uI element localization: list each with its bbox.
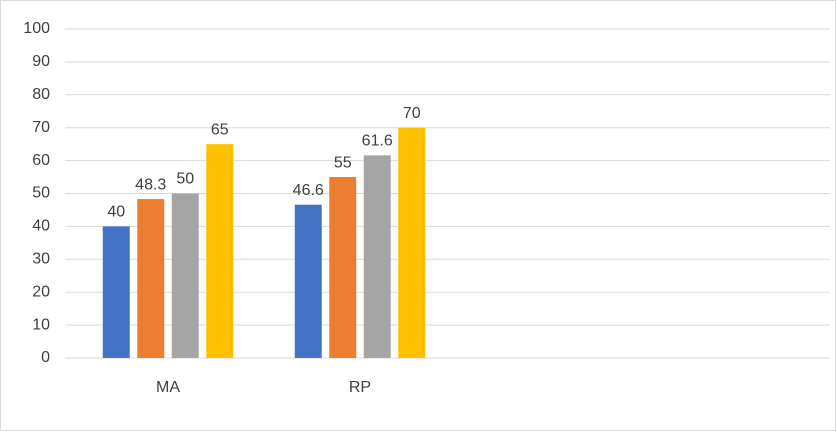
data-label: 65	[211, 121, 229, 138]
bar	[329, 177, 357, 358]
y-tick-label: 60	[32, 152, 50, 169]
y-tick-label: 20	[32, 283, 50, 300]
data-label: 61.6	[362, 133, 393, 150]
y-tick-label: 0	[41, 349, 50, 366]
y-tick-label: 70	[32, 119, 50, 136]
data-label: 50	[176, 171, 194, 188]
data-label: 55	[334, 154, 352, 171]
data-label: 48.3	[135, 176, 166, 193]
bar	[206, 144, 234, 358]
data-label: 46.6	[293, 182, 324, 199]
y-tick-label: 100	[23, 20, 50, 37]
bar	[363, 155, 391, 358]
data-label: 70	[403, 105, 421, 122]
bar	[171, 193, 199, 358]
y-tick-label: 50	[32, 185, 50, 202]
x-tick-label: MA	[156, 379, 180, 396]
y-tick-label: 10	[32, 316, 50, 333]
bar	[398, 127, 426, 358]
bar	[294, 204, 322, 358]
y-tick-label: 90	[32, 53, 50, 70]
bar	[102, 226, 130, 358]
y-tick-label: 40	[32, 218, 50, 235]
y-tick-label: 80	[32, 86, 50, 103]
bar	[137, 199, 165, 358]
y-tick-label: 30	[32, 251, 50, 268]
x-tick-label: RP	[349, 379, 371, 396]
data-label: 40	[107, 204, 125, 221]
